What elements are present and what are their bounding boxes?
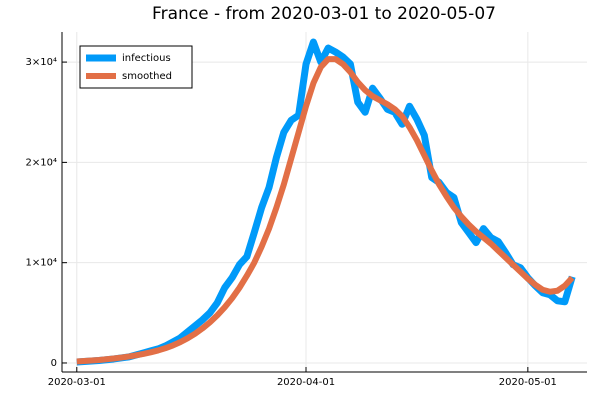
legend-label: smoothed	[122, 71, 172, 82]
x-tick-label: 2020-05-01	[499, 377, 557, 388]
y-tick-label: 3×10⁴	[26, 57, 57, 68]
legend-label: infectious	[122, 53, 171, 64]
legend-box	[79, 45, 193, 89]
x-tick-label: 2020-03-01	[48, 377, 106, 388]
chart-title: France - from 2020-03-01 to 2020-05-07	[152, 4, 496, 24]
series-line	[76, 38, 576, 366]
y-tick-label: 1×10⁴	[26, 258, 57, 269]
series-line	[76, 56, 575, 365]
y-tick-label: 0	[51, 358, 57, 369]
y-tick-label: 2×10⁴	[26, 157, 57, 168]
x-tick-label: 2020-04-01	[277, 377, 335, 388]
